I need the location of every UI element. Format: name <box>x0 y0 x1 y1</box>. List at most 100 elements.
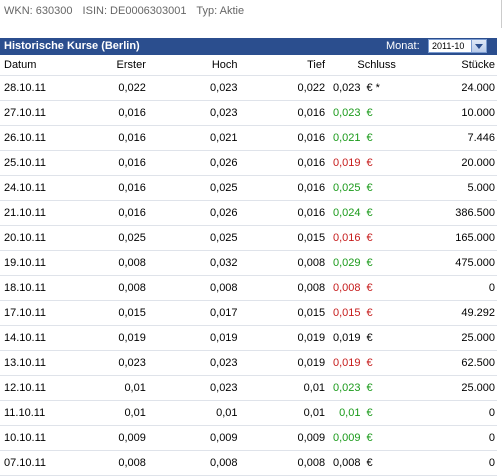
cell-datum: 10.10.11 <box>0 425 63 451</box>
cell-stuecke: 25.000 <box>395 375 497 401</box>
cell-stuecke: 165.000 <box>395 225 497 251</box>
cell-hoch: 0,019 <box>145 325 238 351</box>
cell-schluss: 0,024 <box>325 200 361 226</box>
table-row: 24.10.11 0,016 0,025 0,016 0,025 €5.000 <box>0 175 497 201</box>
cell-stuecke: 20.000 <box>395 150 497 176</box>
table-row: 19.10.11 0,008 0,032 0,008 0,029 €475.000 <box>0 250 497 276</box>
cell-currency: € <box>360 150 396 176</box>
column-header-schluss: Schluss <box>325 55 396 76</box>
table-row: 20.10.11 0,025 0,025 0,015 0,016 €165.000 <box>0 225 497 251</box>
cell-stuecke: 386.500 <box>395 200 497 226</box>
cell-hoch: 0,023 <box>145 375 238 401</box>
cell-erster: 0,016 <box>62 150 146 176</box>
table-row: 10.10.11 0,009 0,009 0,009 0,009 €0 <box>0 425 497 451</box>
cell-stuecke: 24.000 <box>395 75 497 101</box>
cell-erster: 0,008 <box>62 275 146 301</box>
month-select[interactable]: 2011-10 <box>428 39 487 53</box>
table-row: 21.10.11 0,016 0,026 0,016 0,024 €386.500 <box>0 200 497 226</box>
table-row: 07.10.11 0,008 0,008 0,008 0,008 €0 <box>0 450 497 476</box>
cell-hoch: 0,023 <box>145 75 238 101</box>
cell-currency: € <box>360 125 396 151</box>
cell-schluss: 0,008 <box>325 275 361 301</box>
cell-schluss: 0,023 <box>325 375 361 401</box>
table-row: 25.10.11 0,016 0,026 0,016 0,019 €20.000 <box>0 150 497 176</box>
cell-stuecke: 475.000 <box>395 250 497 276</box>
cell-erster: 0,019 <box>62 325 146 351</box>
cell-currency: € <box>360 350 396 376</box>
cell-tief: 0,015 <box>237 225 326 251</box>
cell-tief: 0,019 <box>237 325 326 351</box>
cell-hoch: 0,025 <box>145 225 238 251</box>
cell-erster: 0,01 <box>62 400 146 426</box>
cell-schluss: 0,008 <box>325 450 361 476</box>
cell-schluss: 0,01 <box>325 400 361 426</box>
cell-currency: € <box>360 250 396 276</box>
cell-erster: 0,022 <box>62 75 146 101</box>
cell-stuecke: 0 <box>395 275 497 301</box>
cell-stuecke: 10.000 <box>395 100 497 126</box>
table-row: 26.10.11 0,016 0,021 0,016 0,021 €7.446 <box>0 125 497 151</box>
cell-stuecke: 25.000 <box>395 325 497 351</box>
cell-schluss: 0,023 <box>325 75 361 101</box>
cell-datum: 24.10.11 <box>0 175 63 201</box>
table-row: 28.10.11 0,022 0,023 0,022 0,023 € * 24.000 <box>0 75 497 101</box>
cell-tief: 0,01 <box>237 400 326 426</box>
table-row: 27.10.11 0,016 0,023 0,016 0,023 €10.000 <box>0 100 497 126</box>
panel-title: Historische Kurse (Berlin) <box>4 40 140 52</box>
cell-stuecke: 7.446 <box>395 125 497 151</box>
table-row: 18.10.11 0,008 0,008 0,008 0,008 €0 <box>0 275 497 301</box>
type-text: Typ: Aktie <box>196 5 245 17</box>
cell-schluss: 0,023 <box>325 100 361 126</box>
cell-schluss: 0,009 <box>325 425 361 451</box>
cell-schluss: 0,015 <box>325 300 361 326</box>
cell-currency: € <box>360 325 396 351</box>
cell-erster: 0,015 <box>62 300 146 326</box>
cell-hoch: 0,025 <box>145 175 238 201</box>
cell-currency: € <box>360 275 396 301</box>
table-row: 12.10.11 0,01 0,023 0,01 0,023 €25.000 <box>0 375 497 401</box>
cell-erster: 0,023 <box>62 350 146 376</box>
month-label: Monat: <box>386 40 420 52</box>
cell-tief: 0,008 <box>237 275 326 301</box>
cell-currency: € <box>360 425 396 451</box>
cell-erster: 0,009 <box>62 425 146 451</box>
cell-tief: 0,022 <box>237 75 326 101</box>
cell-datum: 17.10.11 <box>0 300 63 326</box>
cell-hoch: 0,009 <box>145 425 238 451</box>
column-header-stuecke: Stücke <box>395 55 497 76</box>
cell-erster: 0,016 <box>62 100 146 126</box>
cell-currency: € <box>360 200 396 226</box>
cell-erster: 0,008 <box>62 250 146 276</box>
cell-hoch: 0,008 <box>145 450 238 476</box>
cell-tief: 0,016 <box>237 100 326 126</box>
cell-tief: 0,016 <box>237 125 326 151</box>
cell-schluss: 0,016 <box>325 225 361 251</box>
cell-datum: 07.10.11 <box>0 450 63 476</box>
cell-datum: 12.10.11 <box>0 375 63 401</box>
cell-stuecke: 5.000 <box>395 175 497 201</box>
security-info-bar: WKN: 630300 ISIN: DE0006303001 Typ: Akti… <box>0 0 502 28</box>
cell-hoch: 0,008 <box>145 275 238 301</box>
cell-datum: 13.10.11 <box>0 350 63 376</box>
cell-currency: € * <box>360 75 396 101</box>
wkn-text: WKN: 630300 <box>4 5 73 17</box>
cell-schluss: 0,019 <box>325 150 361 176</box>
cell-datum: 14.10.11 <box>0 325 63 351</box>
cell-currency: € <box>360 225 396 251</box>
chevron-down-icon[interactable] <box>471 40 486 52</box>
cell-currency: € <box>360 400 396 426</box>
cell-datum: 19.10.11 <box>0 250 63 276</box>
cell-currency: € <box>360 100 396 126</box>
cell-schluss: 0,021 <box>325 125 361 151</box>
table-row: 14.10.11 0,019 0,019 0,019 0,019 €25.000 <box>0 325 497 351</box>
cell-tief: 0,008 <box>237 250 326 276</box>
cell-hoch: 0,026 <box>145 150 238 176</box>
cell-datum: 21.10.11 <box>0 200 63 226</box>
cell-currency: € <box>360 450 396 476</box>
cell-erster: 0,016 <box>62 200 146 226</box>
column-header-hoch: Hoch <box>145 55 238 76</box>
column-header-datum: Datum <box>0 55 63 76</box>
cell-datum: 28.10.11 <box>0 75 63 101</box>
table-header-row: Datum Erster Hoch Tief Schluss Stücke <box>0 55 497 76</box>
cell-stuecke: 49.292 <box>395 300 497 326</box>
